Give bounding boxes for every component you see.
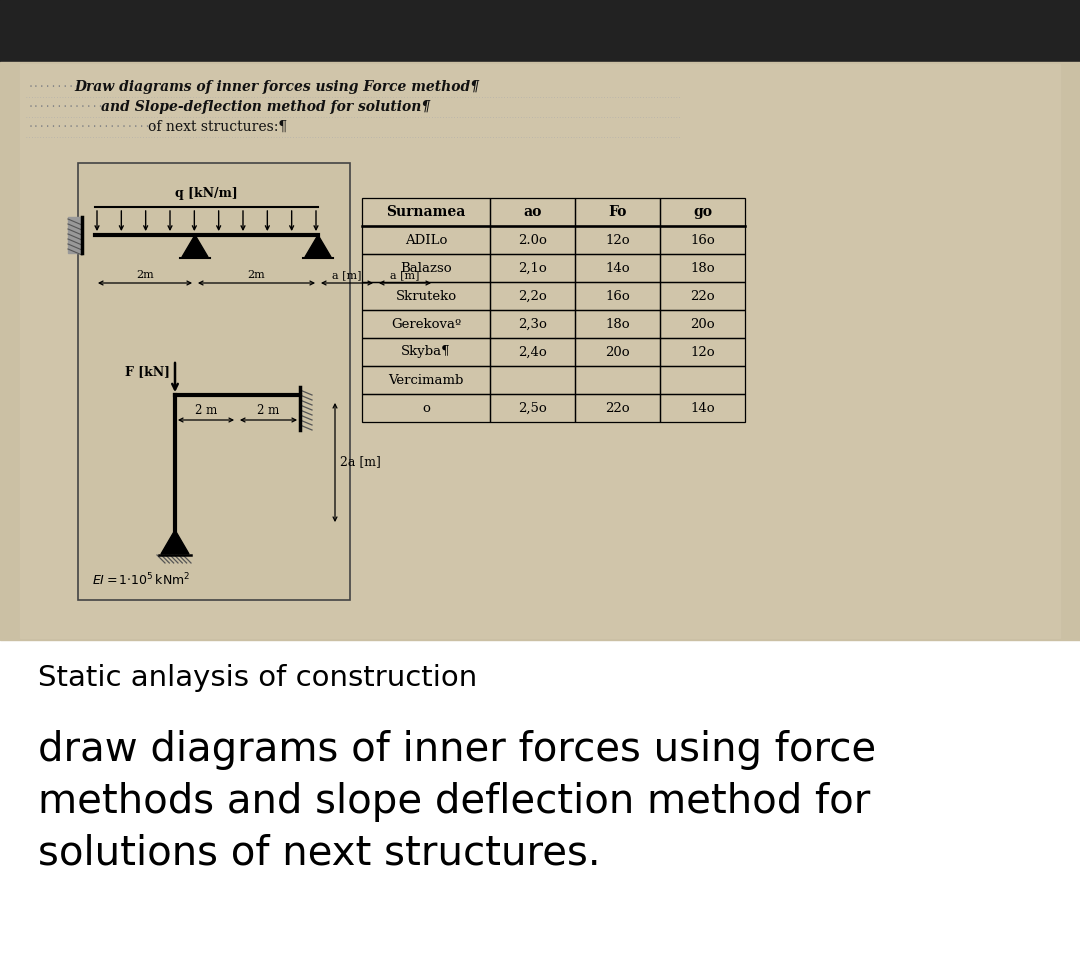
Text: 2m: 2m (247, 270, 265, 280)
Bar (362, 310, 490, 338)
Text: 12o: 12o (605, 234, 630, 246)
Bar (362, 254, 490, 282)
Bar (660, 394, 745, 422)
Text: 22o: 22o (605, 402, 630, 414)
Bar (660, 282, 745, 310)
Bar (660, 338, 745, 366)
Text: ·········: ········· (28, 82, 81, 92)
Text: 12o: 12o (690, 346, 715, 358)
Bar (660, 310, 745, 338)
Text: 14o: 14o (690, 402, 715, 414)
Text: Skyba¶: Skyba¶ (401, 346, 450, 358)
Bar (490, 366, 575, 394)
Text: 2,5o: 2,5o (518, 402, 546, 414)
Bar (660, 198, 745, 226)
Bar (575, 310, 660, 338)
Bar (490, 198, 575, 226)
Bar (490, 310, 575, 338)
Bar (575, 338, 660, 366)
Bar (660, 226, 745, 254)
Text: Static anlaysis of construction: Static anlaysis of construction (38, 664, 477, 692)
Bar (490, 282, 575, 310)
Bar (78, 163, 350, 600)
Text: 20o: 20o (690, 318, 715, 330)
Text: 2,4o: 2,4o (518, 346, 546, 358)
Bar (575, 282, 660, 310)
Text: 2 m: 2 m (194, 404, 217, 417)
Bar (490, 254, 575, 282)
Text: Vercimamb: Vercimamb (389, 374, 463, 386)
Text: 22o: 22o (690, 290, 715, 302)
Text: ··············: ·············· (28, 102, 110, 112)
Text: ADILo: ADILo (405, 234, 447, 246)
Bar (660, 254, 745, 282)
Text: ao: ao (524, 205, 542, 219)
Bar (0, 640, 1080, 966)
Text: 2m: 2m (136, 270, 153, 280)
Text: 2,3o: 2,3o (518, 318, 546, 330)
Text: q [kN/m]: q [kN/m] (175, 187, 238, 200)
Text: draw diagrams of inner forces using force
methods and slope deflection method fo: draw diagrams of inner forces using forc… (38, 730, 876, 873)
Text: a [m]: a [m] (390, 270, 420, 280)
Text: 16o: 16o (605, 290, 630, 302)
Text: 2 m: 2 m (257, 404, 279, 417)
Text: a [m]: a [m] (333, 270, 362, 280)
Text: o: o (422, 402, 430, 414)
Text: Skruteko: Skruteko (395, 290, 457, 302)
Text: go: go (693, 205, 712, 219)
Text: 16o: 16o (690, 234, 715, 246)
Text: 2,1o: 2,1o (518, 262, 546, 274)
Text: Balazso: Balazso (401, 262, 451, 274)
Bar (362, 338, 490, 366)
Bar (362, 282, 490, 310)
Text: 20o: 20o (605, 346, 630, 358)
Bar (0, 62, 1080, 640)
Bar (362, 198, 490, 226)
Polygon shape (305, 235, 330, 257)
Bar (362, 366, 490, 394)
Text: 18o: 18o (690, 262, 715, 274)
Bar (0, 0, 1080, 62)
Polygon shape (183, 235, 208, 257)
Bar (575, 366, 660, 394)
Bar (362, 394, 490, 422)
Bar (362, 226, 490, 254)
Bar (21, 64, 1059, 638)
Polygon shape (161, 530, 189, 554)
Bar (490, 394, 575, 422)
Text: 2.0o: 2.0o (518, 234, 546, 246)
Text: Surnamea: Surnamea (387, 205, 465, 219)
Bar (660, 366, 745, 394)
Text: ·······················: ······················· (28, 122, 163, 132)
Bar (575, 254, 660, 282)
Bar (575, 394, 660, 422)
Text: F [kN]: F [kN] (125, 365, 170, 378)
Text: 18o: 18o (605, 318, 630, 330)
Text: of next structures:¶: of next structures:¶ (148, 120, 287, 134)
Text: $EI = 1{\cdot}10^5\,\mathrm{kNm}^2$: $EI = 1{\cdot}10^5\,\mathrm{kNm}^2$ (92, 572, 190, 588)
Text: 14o: 14o (605, 262, 630, 274)
Text: Gerekovaº: Gerekovaº (391, 318, 461, 330)
Text: 2,2o: 2,2o (518, 290, 546, 302)
Text: Draw diagrams of inner forces using Force method¶: Draw diagrams of inner forces using Forc… (75, 80, 480, 94)
Text: and Slope-deflection method for solution¶: and Slope-deflection method for solution… (100, 100, 430, 114)
Bar (575, 226, 660, 254)
Text: 2a [m]: 2a [m] (340, 456, 381, 469)
Bar (68, 217, 82, 253)
Text: Fo: Fo (608, 205, 626, 219)
Bar (575, 198, 660, 226)
Bar (490, 338, 575, 366)
Bar (490, 226, 575, 254)
